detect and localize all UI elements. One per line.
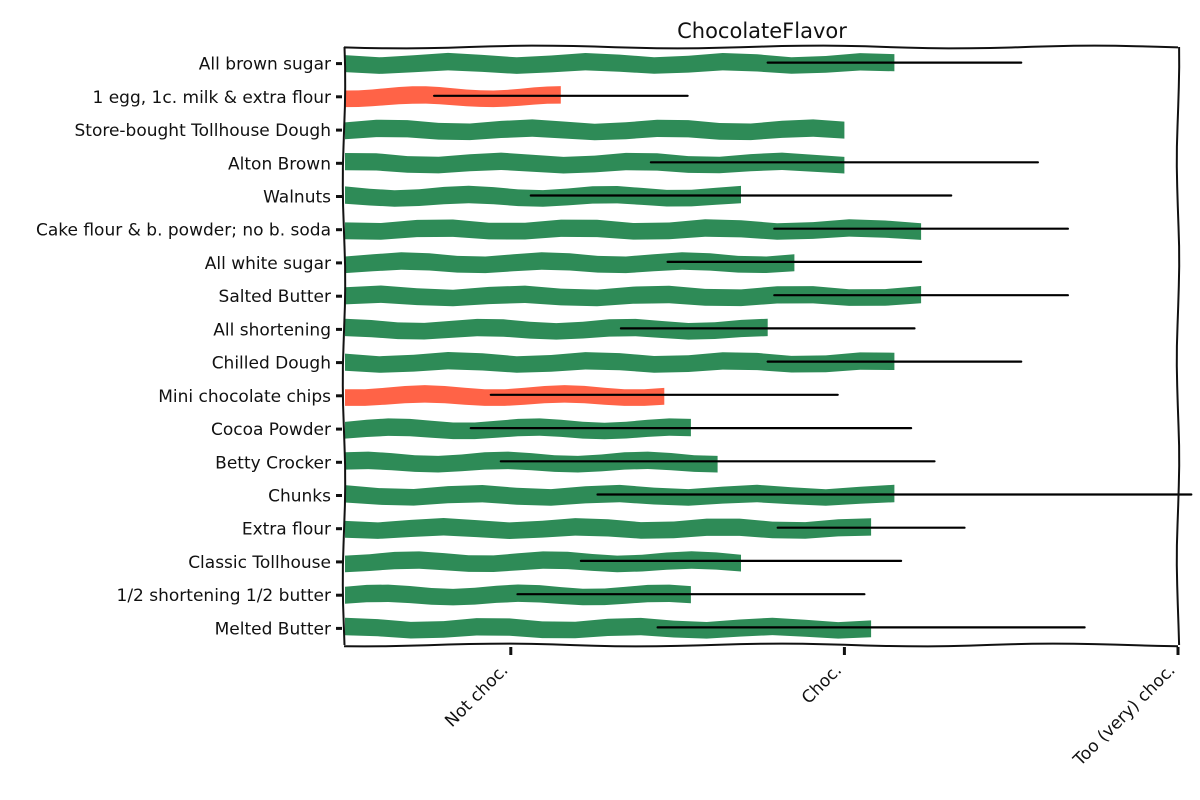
bar-alton-brown bbox=[345, 152, 845, 174]
y-tick-label-melted-butter: Melted Butter bbox=[215, 619, 331, 639]
bar-cake-flour-b-powder-no-b-soda bbox=[345, 219, 922, 240]
error-bars-layer bbox=[433, 61, 1193, 629]
x-tick-label-choc: Choc. bbox=[798, 660, 846, 708]
x-axis: Not choc. Choc. Too (very) choc. bbox=[441, 647, 1180, 771]
y-tick-label-all-white-sugar: All white sugar bbox=[205, 254, 331, 274]
y-tick-label-extra-flour: Extra flour bbox=[242, 520, 331, 540]
bar-extra-flour bbox=[345, 518, 872, 539]
x-tick-label-not-choc: Not choc. bbox=[441, 660, 512, 731]
y-tick-label-1-egg-1c-milk-extra-flour: 1 egg, 1c. milk & extra flour bbox=[92, 88, 331, 108]
bar-all-shortening bbox=[345, 318, 768, 340]
y-tick-label-walnuts: Walnuts bbox=[263, 188, 331, 208]
y-tick-label-chilled-dough: Chilled Dough bbox=[212, 354, 331, 374]
bar-chilled-dough bbox=[345, 352, 895, 373]
bar-all-white-sugar bbox=[345, 252, 795, 274]
plot-frame bbox=[341, 44, 1181, 648]
y-tick-label-mini-chocolate-chips: Mini chocolate chips bbox=[158, 387, 331, 407]
bar-salted-butter bbox=[345, 285, 922, 307]
y-axis: All brown sugar 1 egg, 1c. milk & extra f… bbox=[36, 55, 342, 639]
y-tick-label-betty-crocker: Betty Crocker bbox=[215, 453, 331, 473]
y-tick-label-all-brown-sugar: All brown sugar bbox=[199, 55, 331, 75]
bar-classic-tollhouse bbox=[345, 551, 741, 573]
y-tick-label-cocoa-powder: Cocoa Powder bbox=[211, 420, 331, 440]
bar-all-brown-sugar bbox=[345, 52, 895, 74]
bar-melted-butter bbox=[345, 617, 872, 639]
y-tick-label-1-2-shortening-1-2-butter: 1/2 shortening 1/2 butter bbox=[117, 586, 331, 606]
y-tick-label-chunks: Chunks bbox=[268, 487, 331, 507]
y-tick-label-all-shortening: All shortening bbox=[213, 320, 331, 340]
y-tick-label-cake-flour-b-powder-no-b-soda: Cake flour & b. powder; no b. soda bbox=[36, 221, 331, 241]
bar-store-bought-tollhouse-dough bbox=[345, 119, 845, 141]
y-tick-label-classic-tollhouse: Classic Tollhouse bbox=[188, 553, 331, 573]
x-tick-label-too-very-choc: Too (very) choc. bbox=[1069, 660, 1179, 770]
y-tick-label-salted-butter: Salted Butter bbox=[219, 287, 331, 307]
y-tick-label-store-bought-tollhouse-dough: Store-bought Tollhouse Dough bbox=[74, 121, 331, 141]
y-tick-label-alton-brown: Alton Brown bbox=[228, 154, 331, 174]
bars-layer bbox=[345, 52, 922, 639]
chart-title: ChocolateFlavor bbox=[677, 19, 847, 43]
